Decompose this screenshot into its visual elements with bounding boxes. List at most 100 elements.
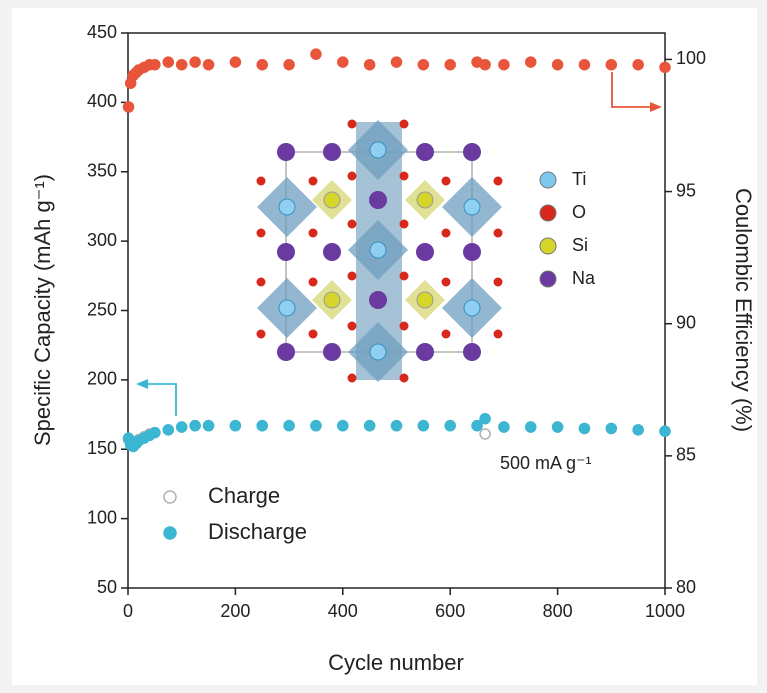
data-point: [417, 419, 430, 432]
x-tick-label: 400: [328, 601, 358, 621]
data-point: [149, 426, 161, 439]
y-tick-label: 300: [87, 230, 117, 250]
inset-legend-swatch: [539, 204, 557, 222]
atom-o: [399, 321, 409, 331]
data-point: [659, 425, 671, 437]
legend-swatch: [163, 490, 177, 504]
data-point: [551, 421, 564, 433]
inset-legend-swatch: [539, 171, 557, 189]
data-point: [229, 419, 242, 432]
atom-o: [347, 119, 357, 129]
legend-label: Discharge: [208, 519, 307, 544]
atom-na: [323, 243, 341, 261]
atom-o: [256, 277, 266, 287]
atom-si: [323, 291, 341, 309]
data-point: [471, 419, 483, 432]
data-point: [525, 421, 537, 433]
y-tick-label: 250: [87, 299, 117, 319]
data-point: [189, 419, 201, 432]
inset-legend-swatch: [539, 237, 557, 255]
data-point: [149, 58, 161, 71]
data-point: [337, 419, 349, 432]
atom-si: [323, 191, 341, 209]
x-axis-title: Cycle number: [328, 650, 464, 675]
data-point: [363, 58, 376, 71]
inset-legend-swatch: [539, 270, 557, 288]
atom-na: [416, 343, 434, 361]
legend-swatch: [163, 526, 177, 540]
data-point: [229, 56, 242, 68]
atom-ti: [463, 299, 481, 317]
atom-na: [416, 243, 434, 261]
data-point: [605, 422, 618, 435]
data-point: [256, 419, 268, 432]
x-tick-label: 0: [123, 601, 133, 621]
atom-o: [493, 329, 503, 339]
data-point: [390, 56, 403, 68]
x-tick-label: 1000: [645, 601, 685, 621]
data-point: [444, 419, 456, 432]
legend-label: Charge: [208, 483, 280, 508]
y2-tick-label: 95: [676, 180, 696, 200]
atom-na: [277, 243, 295, 261]
data-point: [283, 419, 295, 432]
arrow: [146, 383, 177, 416]
data-point: [578, 58, 591, 71]
data-point: [632, 424, 644, 436]
inset-legend-label: O: [572, 202, 586, 222]
atom-o: [441, 228, 451, 238]
data-point: [479, 58, 491, 71]
atom-na: [323, 343, 341, 361]
atom-o: [399, 219, 409, 229]
atom-o: [256, 329, 266, 339]
x-tick-label: 200: [220, 601, 250, 621]
atom-o: [441, 329, 451, 339]
atom-o: [308, 277, 318, 287]
atom-na: [277, 343, 295, 361]
data-point: [498, 58, 510, 71]
atom-ti: [369, 241, 387, 259]
atom-na: [416, 143, 434, 161]
atom-na: [369, 291, 387, 309]
data-point: [417, 58, 430, 71]
atom-na: [369, 191, 387, 209]
y-tick-label: 50: [97, 577, 117, 597]
atom-na: [463, 143, 481, 161]
atom-o: [308, 176, 318, 186]
y-tick-label: 150: [87, 438, 117, 458]
data-point: [175, 421, 188, 433]
data-point: [256, 58, 268, 71]
atom-na: [323, 143, 341, 161]
arrow: [611, 72, 652, 108]
x-tick-label: 800: [543, 601, 573, 621]
arrowhead: [136, 379, 148, 389]
data-point: [202, 419, 215, 432]
data-point: [283, 58, 295, 71]
atom-si: [416, 291, 434, 309]
atom-ti: [278, 198, 296, 216]
data-point: [479, 428, 491, 440]
atom-o: [399, 119, 409, 129]
atom-o: [493, 277, 503, 287]
data-point: [189, 56, 201, 68]
atom-na: [463, 243, 481, 261]
x-tick-label: 600: [435, 601, 465, 621]
data-point: [122, 101, 135, 113]
atom-o: [399, 271, 409, 281]
data-point: [632, 58, 644, 71]
y2-tick-label: 90: [676, 312, 696, 332]
atom-o: [347, 219, 357, 229]
atom-o: [441, 176, 451, 186]
data-point: [525, 56, 537, 68]
atom-o: [399, 373, 409, 383]
data-point: [498, 421, 510, 433]
data-point: [202, 58, 215, 71]
y2-tick-label: 80: [676, 577, 696, 597]
atom-ti: [369, 141, 387, 159]
inset-legend-label: Si: [572, 235, 588, 255]
annotation: 500 mA g⁻¹: [500, 453, 592, 473]
data-point: [659, 61, 671, 74]
y-axis-title: Specific Capacity (mAh g⁻¹): [30, 174, 55, 446]
data-point: [310, 48, 322, 60]
